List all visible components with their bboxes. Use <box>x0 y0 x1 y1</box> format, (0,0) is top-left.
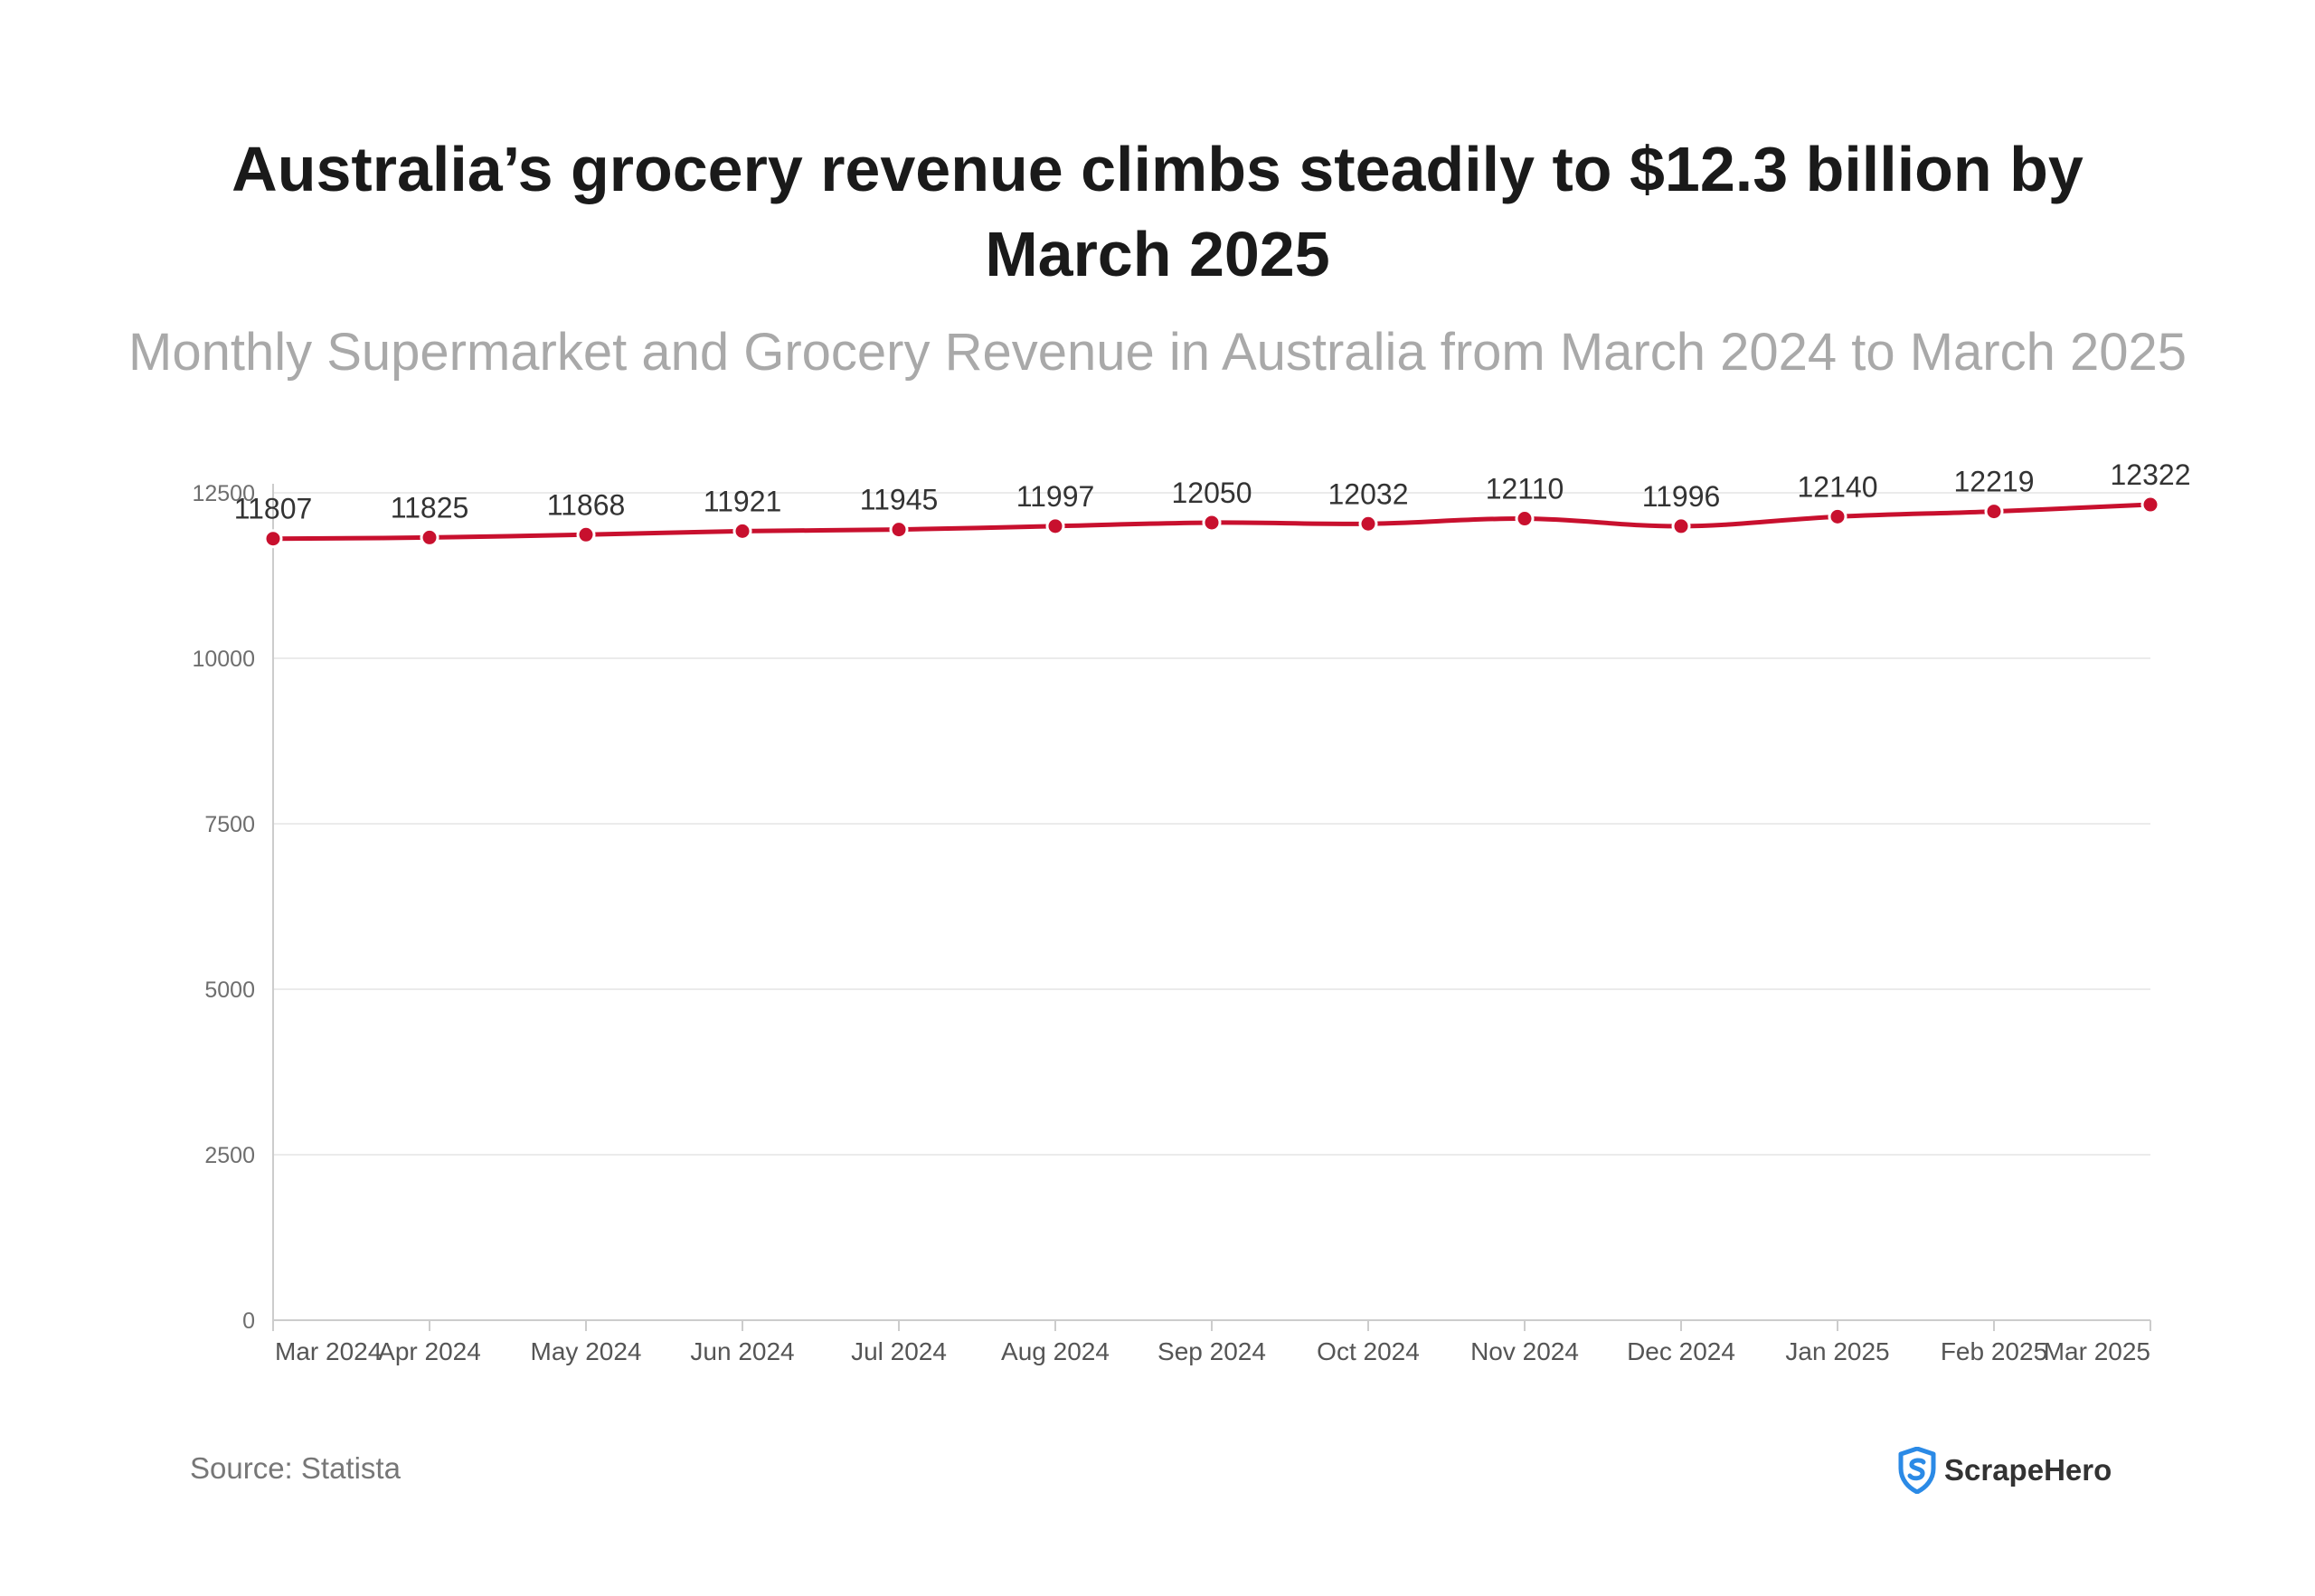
data-point <box>1828 506 1847 526</box>
data-label: 11825 <box>391 491 469 524</box>
x-tick-label: Aug 2024 <box>1001 1337 1110 1365</box>
chart-subtitle: Monthly Supermarket and Grocery Revenue … <box>128 323 2187 382</box>
gridlines <box>273 492 2150 1156</box>
x-tick-label: Jan 2025 <box>1785 1337 1889 1365</box>
x-tick-label: Mar 2024 <box>275 1337 382 1365</box>
y-tick-label: 12500 <box>192 481 255 506</box>
x-tick-label: May 2024 <box>531 1337 642 1365</box>
shield-s-logo-icon <box>1898 1447 1936 1494</box>
brand-name: ScrapeHero <box>1944 1453 2112 1487</box>
y-tick-label: 2500 <box>204 1143 255 1168</box>
data-label: 11921 <box>704 485 782 517</box>
data-point <box>1671 516 1691 536</box>
x-tick-label: Nov 2024 <box>1470 1337 1579 1365</box>
data-label: 12219 <box>1954 466 2035 498</box>
data-point <box>263 529 283 549</box>
x-tick-label: Jul 2024 <box>851 1337 947 1365</box>
brand-logo: ScrapeHero <box>1897 1447 2112 1494</box>
data-label: 12050 <box>1172 477 1252 509</box>
data-label: 11997 <box>1016 480 1095 513</box>
data-point <box>732 521 752 541</box>
y-tick-label: 5000 <box>204 977 255 1003</box>
chart-title: Australia’s grocery revenue climbs stead… <box>232 134 2084 289</box>
data-point <box>420 527 439 547</box>
source-note: Source: Statista <box>190 1451 401 1485</box>
data-point <box>1515 509 1535 529</box>
x-tick-label: Mar 2025 <box>2044 1337 2150 1365</box>
data-label: 12032 <box>1328 477 1409 510</box>
data-point <box>1202 513 1222 533</box>
y-tick-label: 10000 <box>192 647 255 672</box>
x-tick-label: Feb 2025 <box>1941 1337 2047 1365</box>
data-point <box>1358 514 1378 534</box>
data-label: 11807 <box>234 493 313 525</box>
data-point <box>576 524 596 544</box>
data-point <box>889 520 909 540</box>
data-label: 12140 <box>1798 470 1878 503</box>
x-tick-label: Jun 2024 <box>690 1337 794 1365</box>
x-tick-label: Oct 2024 <box>1317 1337 1420 1365</box>
data-label: 12110 <box>1486 473 1564 505</box>
data-labels: 11807 11825 11868 11921 11945 11997 12050 12032… <box>234 458 2191 525</box>
y-tick-label: 0 <box>242 1308 255 1334</box>
y-tick-label: 7500 <box>204 812 255 837</box>
x-tick-label: Dec 2024 <box>1627 1337 1735 1365</box>
data-label: 11996 <box>1642 480 1721 513</box>
data-point <box>1045 516 1065 536</box>
data-points <box>263 495 2160 549</box>
x-tick-label: Apr 2024 <box>378 1337 481 1365</box>
x-tick-label: Sep 2024 <box>1158 1337 1266 1365</box>
data-label: 11868 <box>547 488 626 521</box>
data-label: 11945 <box>860 484 939 516</box>
data-point <box>2140 495 2160 515</box>
data-point <box>1984 502 2004 522</box>
data-label: 12322 <box>2111 458 2191 491</box>
